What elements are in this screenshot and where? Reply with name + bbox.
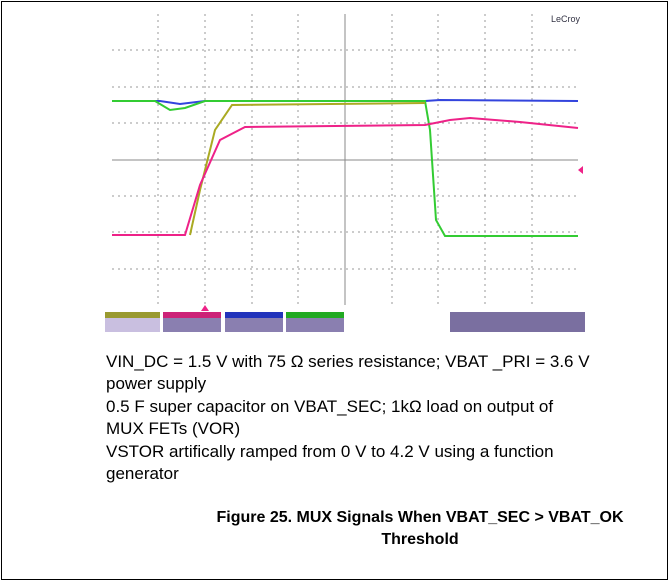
caption-line: VIN_DC = 1.5 V with 75 Ω series resistan… xyxy=(106,352,590,371)
info-box-header xyxy=(163,312,221,318)
brand: LeCroy xyxy=(551,14,581,24)
info-box-header xyxy=(286,312,344,318)
trace-yellow xyxy=(189,102,426,236)
caption-line: VSTOR artifically ramped from 0 V to 4.2… xyxy=(106,442,554,461)
caption-line: power supply xyxy=(106,374,207,393)
info-box-header xyxy=(225,312,283,318)
trace-green xyxy=(112,100,578,237)
info-box-header xyxy=(105,312,160,318)
caption-line: 0.5 F super capacitor on VBAT_SEC; 1kΩ l… xyxy=(106,397,554,416)
caption-line: generator xyxy=(106,464,179,483)
figure-title: Threshold xyxy=(381,531,459,548)
marker xyxy=(201,305,209,311)
figure-title: Figure 25. MUX Signals When VBAT_SEC > V… xyxy=(216,509,624,526)
trace-pink xyxy=(112,116,579,236)
scope-screenshot: LeCroy xyxy=(105,14,585,332)
info-box xyxy=(450,312,585,332)
caption-line: MUX FETs (VOR) xyxy=(106,419,241,438)
marker xyxy=(578,166,583,174)
